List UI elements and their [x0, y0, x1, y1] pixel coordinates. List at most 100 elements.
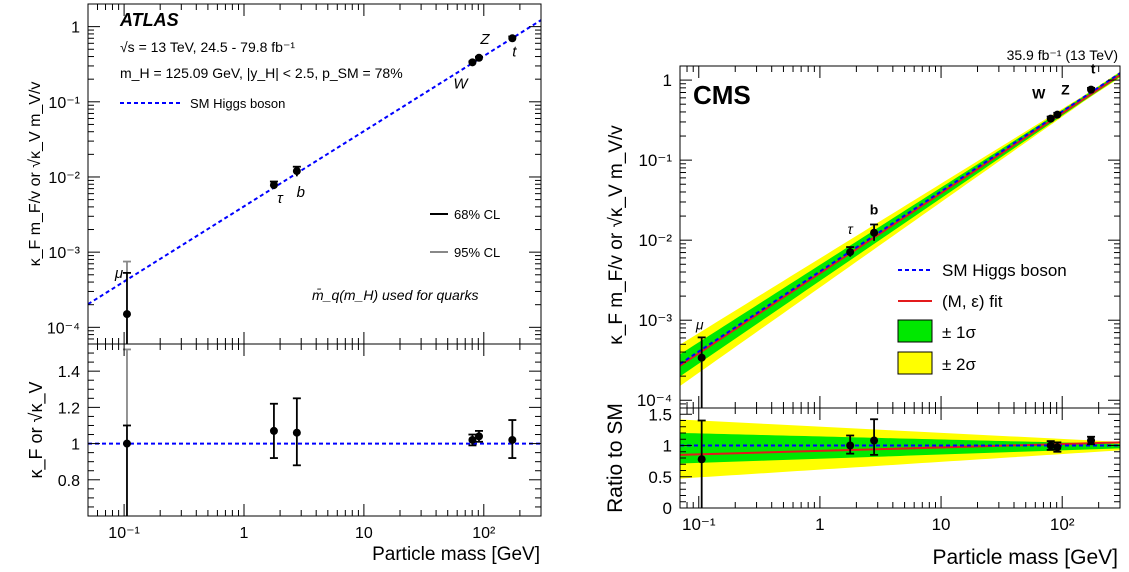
point-label: Z — [1061, 82, 1070, 98]
y-tick-label: 10⁻⁴ — [47, 320, 80, 337]
data-point-4: Z — [474, 31, 490, 443]
ratio-tick-label: 0 — [663, 499, 672, 518]
point-label: t — [1091, 61, 1096, 77]
cms-marks: μ τb W Zt — [679, 61, 1121, 508]
data-marker — [1046, 114, 1055, 123]
x-tick-label: 10² — [472, 525, 496, 542]
data-point-0: μ — [114, 260, 131, 516]
cms-y-axis-label: κ_F m_F/v or √κ_V m_V/v — [606, 125, 627, 345]
ratio-tick-label: 1.2 — [58, 400, 80, 417]
atlas-ratio-axis-label: κ_F or √κ_V — [26, 382, 47, 479]
point-label: W — [453, 75, 469, 92]
x-tick-label: 10⁻¹ — [682, 515, 716, 534]
data-marker — [870, 228, 879, 237]
cms-x-axis-label: Particle mass [GeV] — [932, 546, 1118, 569]
x-tick-label: 1 — [815, 515, 824, 534]
ratio-tick-label: 1.5 — [648, 405, 672, 424]
ratio-marker — [122, 439, 131, 448]
data-marker — [846, 248, 855, 257]
data-marker — [474, 53, 483, 62]
data-point-1: τ — [269, 180, 284, 459]
cms-legend-1sigma-text: ± 1σ — [942, 323, 977, 342]
atlas-legend-95-text: 95% CL — [454, 245, 500, 260]
y-tick-label: 10⁻² — [48, 170, 80, 187]
cms-experiment-label: CMS — [693, 80, 751, 110]
y-tick-label: 10⁻² — [638, 231, 672, 250]
data-marker — [269, 181, 278, 190]
point-label: μ — [695, 317, 704, 333]
point-label: t — [512, 43, 517, 60]
x-tick-label: 10² — [1050, 515, 1075, 534]
atlas-ratio-frame — [87, 343, 542, 517]
atlas-legend-68-text: 68% CL — [454, 207, 500, 222]
y-tick-label: 1 — [663, 71, 672, 90]
ratio-marker — [1053, 443, 1062, 452]
data-marker — [122, 310, 131, 319]
x-tick-label: 1 — [240, 525, 249, 542]
data-point-5: t — [508, 34, 517, 459]
ratio-tick-label: 0.5 — [648, 468, 672, 487]
atlas-mass-text: m_H = 125.09 GeV, |y_H| < 2.5, p_SM = 78… — [120, 65, 403, 81]
x-tick-label: 10 — [355, 525, 373, 542]
data-point-0: μ — [695, 317, 706, 508]
x-tick-label: 10 — [932, 515, 951, 534]
point-label: W — [1032, 86, 1046, 102]
atlas-chart: μ τ b W Zt 10⁻¹ 1 10 10² 10⁻⁴ 10⁻³ 10⁻² 10⁻¹ 1 0.8 1 1.… — [26, 3, 542, 565]
point-label: b — [297, 184, 305, 201]
data-point-2: b — [870, 202, 879, 456]
data-point-2: b — [292, 165, 305, 467]
point-label: Z — [479, 31, 490, 48]
ratio-marker — [468, 435, 477, 444]
data-marker — [1053, 110, 1062, 119]
cms-ratio-fit-line — [679, 441, 1121, 456]
ratio-marker — [1046, 441, 1055, 450]
cms-legend-1sigma-swatch — [897, 319, 933, 343]
atlas-marks: μ τ b W Zt — [88, 19, 541, 516]
atlas-legend-sm-text: SM Higgs boson — [190, 96, 285, 111]
y-tick-label: 10⁻¹ — [638, 151, 672, 170]
y-tick-label: 10⁻³ — [48, 245, 80, 262]
cms-legend-2sigma-swatch — [897, 351, 933, 375]
sm-line — [680, 72, 1120, 365]
data-point-4: Z — [1053, 82, 1070, 453]
ratio-marker — [697, 455, 706, 464]
data-marker — [697, 353, 706, 362]
point-label: b — [870, 202, 879, 218]
ratio-tick-label: 1 — [663, 437, 672, 456]
cms-legend-sm-text: SM Higgs boson — [942, 261, 1067, 280]
atlas-x-axis-label: Particle mass [GeV] — [372, 544, 540, 565]
cms-ratio-axis-label: Ratio to SM — [604, 403, 627, 513]
ratio-marker — [292, 428, 301, 437]
ratio-marker — [508, 435, 517, 444]
ratio-tick-label: 1 — [71, 437, 80, 454]
cms-fit-line — [680, 74, 1120, 367]
ratio-marker — [846, 441, 855, 450]
data-marker — [1087, 85, 1096, 94]
y-tick-label: 1 — [71, 20, 80, 37]
atlas-energy-text: √s = 13 TeV, 24.5 - 79.8 fb⁻¹ — [120, 39, 295, 55]
data-point-3: W — [1032, 86, 1055, 451]
ratio-marker — [1087, 436, 1096, 445]
y-tick-label: 10⁻⁴ — [637, 391, 672, 410]
data-marker — [468, 58, 477, 67]
ratio-marker — [870, 436, 879, 445]
data-point-1: τ — [846, 221, 855, 455]
sm-line — [88, 19, 541, 306]
point-label: τ — [277, 190, 284, 207]
cms-legend-fit-text: (M, ε) fit — [942, 292, 1003, 311]
ratio-tick-label: 0.8 — [58, 473, 80, 490]
ratio-tick-label: 1.4 — [58, 364, 80, 381]
y-tick-label: 10⁻¹ — [48, 95, 80, 112]
point-label: μ — [114, 265, 123, 282]
point-label: τ — [848, 221, 854, 237]
atlas-axes: 10⁻¹ 1 10 10² 10⁻⁴ 10⁻³ 10⁻² 10⁻¹ 1 0.8 1 1.2 1.4 — [47, 3, 542, 542]
data-point-5: t — [1087, 61, 1096, 446]
x-tick-label: 10⁻¹ — [108, 525, 140, 542]
atlas-experiment-label: ATLAS — [119, 10, 179, 30]
y-tick-label: 10⁻³ — [638, 311, 672, 330]
cms-lumi-text: 35.9 fb⁻¹ (13 TeV) — [1007, 47, 1118, 63]
ratio-marker — [474, 432, 483, 441]
